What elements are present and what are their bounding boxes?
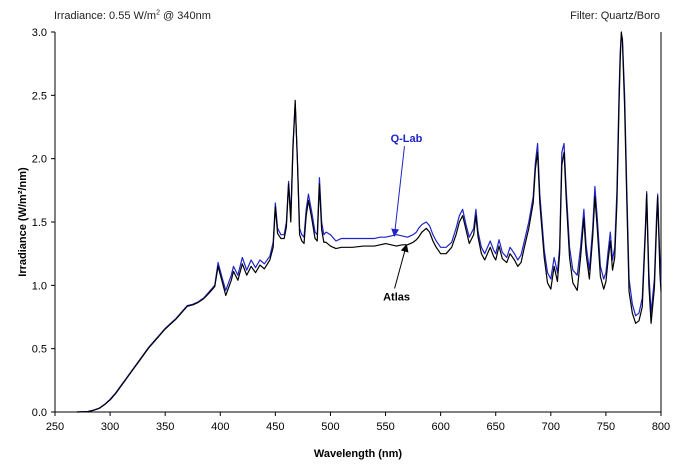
x-tick-label: 550 [376, 421, 394, 433]
y-tick-label: 0.5 [32, 344, 47, 356]
annotation-arrow-atlas [394, 243, 409, 289]
x-tick-label: 500 [321, 421, 339, 433]
series-lines [77, 31, 662, 413]
y-tick-label: 0.0 [32, 407, 47, 419]
irradiance-header-suffix: @ 340nm [160, 10, 211, 22]
x-tick-label: 400 [211, 421, 229, 433]
y-tick-label: 2.5 [32, 90, 47, 102]
series-line-q-lab [77, 33, 662, 413]
x-tick-label: 800 [652, 421, 670, 433]
irradiance-header-text: Irradiance: 0.55 W/m [54, 10, 157, 22]
annotation-label-atlas: Atlas [383, 292, 410, 304]
series-line-atlas [77, 31, 662, 413]
x-tick-label: 650 [487, 421, 505, 433]
irradiance-header: Irradiance: 0.55 W/m2 @ 340nm [54, 9, 211, 22]
x-tick-label: 300 [101, 421, 119, 433]
y-tick-label: 1.0 [32, 280, 47, 292]
irradiance-header-superscript: 2 [156, 9, 160, 17]
y-tick-label: 3.0 [32, 27, 47, 39]
y-tick-label: 2.0 [32, 154, 47, 166]
x-tick-label: 700 [542, 421, 560, 433]
x-tick-label: 350 [156, 421, 174, 433]
x-axis-label: Wavelength (nm) [314, 448, 403, 460]
annotations: Q-Lab Atlas [383, 133, 423, 303]
filter-header: Filter: Quartz/Boro [570, 10, 660, 22]
y-axis-label: Irradiance (W/m²/nm) [17, 167, 29, 277]
x-tick-label: 750 [597, 421, 615, 433]
x-tick-label: 450 [266, 421, 284, 433]
annotation-label-q-lab: Q-Lab [391, 133, 423, 145]
x-tick-label: 250 [46, 421, 64, 433]
axes: 250 300 350 400 450 500 550 600 650 700 750 800 0.0 0… [32, 27, 670, 433]
annotation-arrow-q-lab [391, 146, 405, 237]
y-tick-label: 1.5 [32, 217, 47, 229]
x-tick-label: 600 [431, 421, 449, 433]
